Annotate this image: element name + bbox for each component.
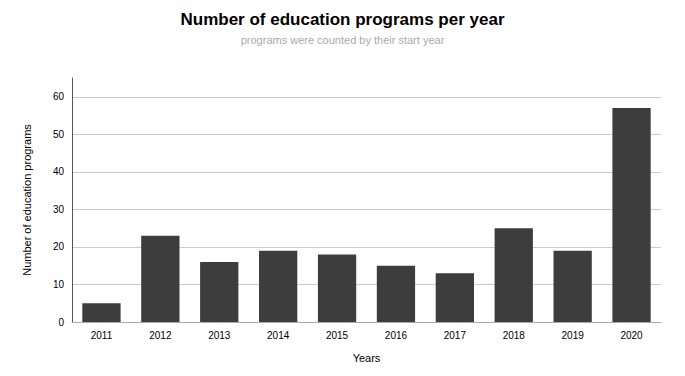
- svg-text:2011: 2011: [91, 330, 113, 341]
- svg-text:50: 50: [53, 129, 65, 140]
- svg-text:0: 0: [58, 317, 64, 328]
- svg-text:Years: Years: [353, 352, 381, 364]
- svg-text:Number of education programs p: Number of education programs per year: [180, 10, 504, 29]
- svg-text:2015: 2015: [326, 330, 349, 341]
- svg-text:10: 10: [53, 279, 65, 290]
- svg-text:2017: 2017: [444, 330, 467, 341]
- svg-text:programs were counted by their: programs were counted by their start yea…: [241, 34, 445, 46]
- svg-text:2013: 2013: [208, 330, 231, 341]
- svg-text:2019: 2019: [562, 330, 585, 341]
- svg-text:2016: 2016: [385, 330, 408, 341]
- svg-text:2018: 2018: [503, 330, 526, 341]
- svg-text:Number of education programs: Number of education programs: [21, 124, 33, 276]
- svg-text:40: 40: [53, 166, 65, 177]
- svg-text:2020: 2020: [620, 330, 643, 341]
- svg-text:2012: 2012: [149, 330, 172, 341]
- svg-text:2014: 2014: [267, 330, 290, 341]
- svg-text:60: 60: [53, 91, 65, 102]
- svg-text:30: 30: [53, 204, 65, 215]
- svg-text:20: 20: [53, 241, 65, 252]
